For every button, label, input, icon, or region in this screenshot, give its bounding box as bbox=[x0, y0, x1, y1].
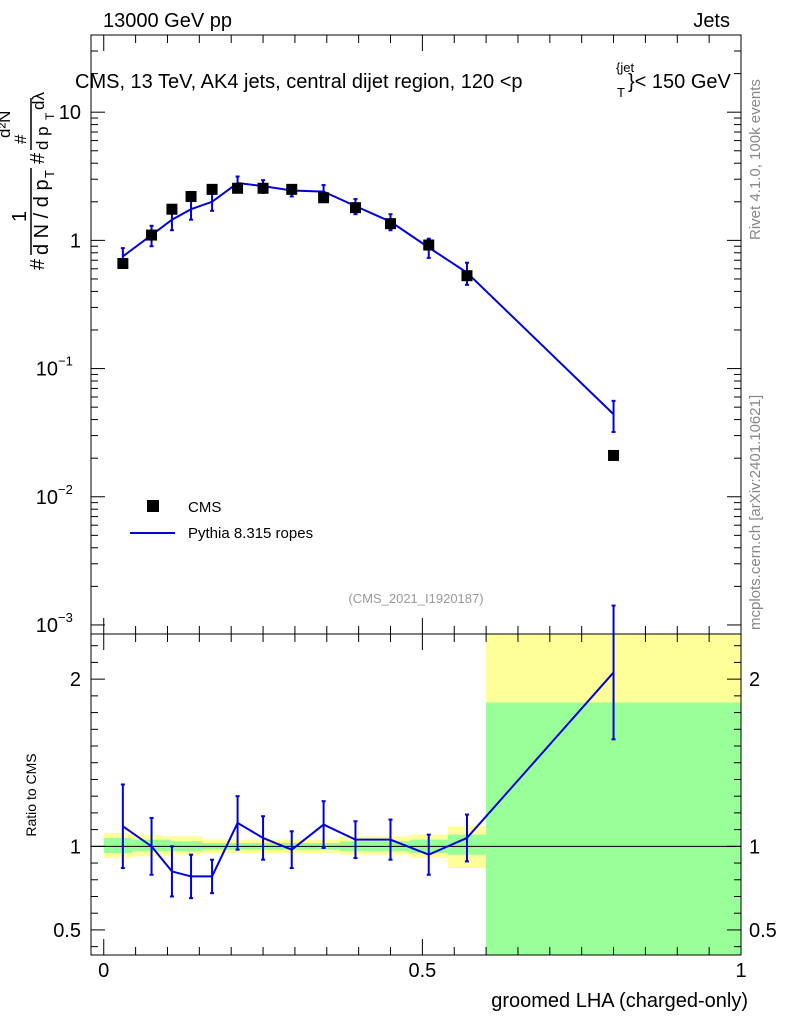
analysis-id: (CMS_2021_I1920187) bbox=[348, 591, 483, 606]
y-denom-1: d N / d p bbox=[31, 179, 53, 255]
ratio-series bbox=[120, 604, 616, 900]
ratio-y-tick-label-right: 0.5 bbox=[749, 920, 777, 942]
cms-data-point bbox=[232, 182, 244, 194]
green-band-bin bbox=[132, 839, 162, 852]
cms-data-point bbox=[117, 258, 129, 270]
y-hash-1: # bbox=[27, 258, 49, 270]
energy-label: 13000 GeV pp bbox=[103, 10, 232, 32]
x-tick-label: 1 bbox=[735, 960, 746, 982]
y-denom-2-sub: T bbox=[43, 112, 57, 120]
cms-data-point bbox=[318, 192, 330, 204]
ratio-axes: 2 21 10.5 0.50 0.5 1 bbox=[53, 633, 777, 982]
ratio-uncertainty-bands bbox=[103, 634, 741, 955]
y-denom-2: d p bbox=[33, 126, 52, 150]
cms-data-point bbox=[423, 239, 435, 251]
x-tick-label: 0.5 bbox=[408, 960, 436, 982]
y-d2n: d²N bbox=[0, 111, 14, 138]
green-band-bin bbox=[103, 837, 133, 854]
plot-title: CMS, 13 TeV, AK4 jets, central dijet reg… bbox=[75, 60, 732, 100]
ratio-y-tick-label-right: 1 bbox=[749, 836, 760, 858]
main-frame bbox=[90, 34, 742, 635]
mcplots-label: mcplots.cern.ch [arXiv:2401.10621] bbox=[747, 395, 764, 630]
cms-data-point bbox=[206, 183, 218, 195]
ratio-y-tick-label: 2 bbox=[70, 669, 81, 691]
main-y-tick-label: 10 bbox=[59, 102, 81, 124]
cms-data-point bbox=[166, 203, 178, 215]
main-series bbox=[117, 175, 620, 461]
green-band-bin bbox=[486, 702, 741, 955]
cms-data-point bbox=[608, 449, 620, 461]
legend-label-pythia: Pythia 8.315 ropes bbox=[188, 525, 313, 542]
main-y-tick-exponent: −1 bbox=[58, 354, 73, 369]
rivet-label: Rivet 4.1.0, 100k events bbox=[747, 79, 764, 240]
main-y-axis-label: # 1 d N / d p T # # d²N d p T dλ bbox=[0, 92, 57, 270]
x-tick-label: 0 bbox=[98, 960, 109, 982]
cms-data-point bbox=[257, 182, 269, 194]
main-y-tick-label: 10 bbox=[36, 487, 58, 509]
cms-data-point bbox=[146, 229, 158, 241]
title-main: CMS, 13 TeV, AK4 jets, central dijet reg… bbox=[75, 71, 523, 93]
category-label: Jets bbox=[693, 10, 730, 32]
main-y-tick-label: 1 bbox=[70, 230, 81, 252]
green-band-bin bbox=[161, 839, 171, 852]
title-sub: T bbox=[617, 85, 625, 100]
y-one: 1 bbox=[9, 211, 31, 222]
x-axis-label: groomed LHA (charged-only) bbox=[491, 990, 748, 1012]
title-sup: {jet bbox=[616, 60, 634, 75]
ratio-frame bbox=[90, 633, 742, 956]
ratio-line bbox=[122, 671, 615, 878]
ratio-y-tick-label: 1 bbox=[70, 836, 81, 858]
y-hash-2: # bbox=[27, 152, 49, 164]
main-y-tick-exponent: −3 bbox=[58, 610, 73, 625]
ratio-y-tick-label: 0.5 bbox=[53, 920, 81, 942]
title-tail: }< 150 GeV bbox=[628, 71, 732, 93]
legend: CMS Pythia 8.315 ropes bbox=[130, 499, 313, 542]
cms-data-point bbox=[286, 183, 298, 195]
legend-marker-cms bbox=[147, 500, 159, 512]
y-dlambda: dλ bbox=[29, 92, 48, 110]
ratio-y-axis-label: Ratio to CMS bbox=[23, 753, 39, 836]
cms-data-point bbox=[349, 202, 361, 214]
y-denom-1-sub: T bbox=[42, 170, 57, 178]
main-y-tick-label: 10 bbox=[36, 359, 58, 381]
legend-label-cms: CMS bbox=[188, 499, 221, 516]
main-y-tick-exponent: −2 bbox=[58, 482, 73, 497]
pythia-line bbox=[122, 182, 615, 415]
main-y-tick-label: 10 bbox=[36, 615, 58, 637]
cms-data-point bbox=[185, 190, 197, 202]
cms-data-point bbox=[385, 218, 397, 230]
ratio-y-tick-label-right: 2 bbox=[749, 669, 760, 691]
y-hash-3: # bbox=[11, 134, 30, 144]
cms-data-point bbox=[461, 270, 473, 282]
